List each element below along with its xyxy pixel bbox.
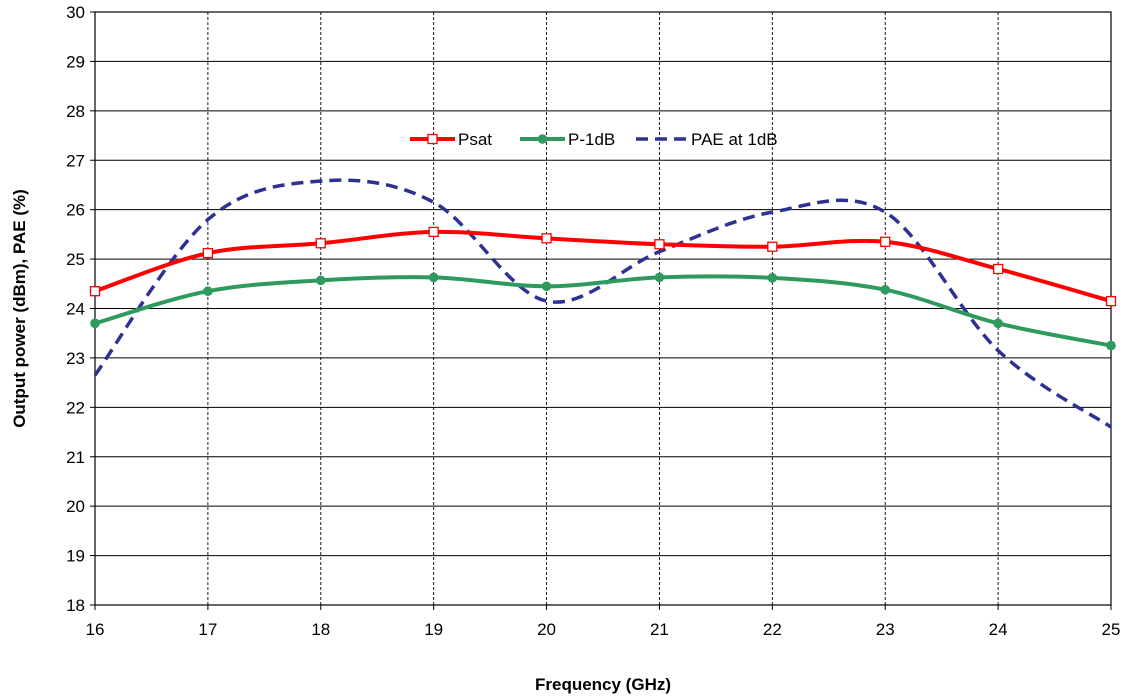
data-point-p1db	[541, 281, 552, 292]
x-tick-label: 22	[763, 620, 782, 639]
data-point-psat	[428, 226, 439, 238]
x-tick-label: 18	[311, 620, 330, 639]
x-tick-label: 23	[876, 620, 895, 639]
data-point-psat	[202, 248, 214, 259]
y-tick-label: 28	[66, 102, 85, 121]
x-tick-label: 17	[198, 620, 217, 639]
y-tick-label: 29	[66, 52, 85, 71]
data-point-psat	[767, 241, 778, 252]
x-tick-label: 21	[650, 620, 669, 639]
x-tick-label: 20	[537, 620, 556, 639]
data-point-p1db	[315, 275, 326, 286]
data-point-psat	[541, 233, 552, 244]
x-tick-label: 19	[424, 620, 443, 639]
x-tick-label: 24	[989, 620, 1008, 639]
y-tick-label: 25	[66, 250, 85, 269]
legend: Psat P-1dB PAE at 1dB	[410, 130, 778, 149]
y-tick-label: 23	[66, 349, 85, 368]
legend-label: P-1dB	[568, 130, 615, 149]
data-point-psat	[880, 236, 891, 247]
legend-marker	[427, 133, 438, 145]
data-point-p1db	[767, 273, 778, 283]
x-tick-label: 16	[86, 620, 105, 639]
y-tick-label: 26	[66, 201, 85, 220]
y-tick-label: 19	[66, 547, 85, 566]
data-point-p1db	[428, 272, 439, 283]
y-tick-label: 27	[66, 151, 85, 170]
series-group	[89, 178, 1117, 429]
data-point-p1db	[993, 318, 1003, 329]
y-axis-title: Output power (dBm), PAE (%)	[10, 189, 29, 428]
y-tick-label: 24	[66, 300, 85, 319]
y-tick-label: 22	[66, 398, 85, 417]
data-point-p1db	[203, 286, 213, 297]
y-axis-ticks: 18 19 20 21 22 23 24 25 26 27 28 29 30	[66, 3, 95, 615]
data-point-p1db	[90, 318, 100, 329]
series-line-pae-at-1db	[93, 178, 1112, 429]
x-tick-label: 25	[1102, 620, 1121, 639]
x-axis-ticks: 16 17 18 19 20 21 22 23 24 25	[86, 605, 1121, 639]
data-point-psat	[1105, 295, 1117, 307]
x-axis-title: Frequency (GHz)	[535, 675, 671, 694]
y-tick-label: 21	[66, 448, 85, 467]
series-line-p-1db	[94, 274, 1112, 348]
y-tick-label: 18	[66, 596, 85, 615]
data-point-p1db	[1106, 340, 1116, 351]
data-point-p1db	[654, 272, 665, 283]
legend-label: PAE at 1dB	[691, 130, 778, 149]
y-tick-label: 30	[66, 3, 85, 22]
data-point-psat	[89, 286, 101, 297]
legend-marker	[537, 134, 548, 144]
y-tick-label: 20	[66, 497, 85, 516]
series-line-psat	[94, 229, 1112, 304]
data-point-p1db	[880, 284, 891, 295]
data-point-psat	[654, 239, 665, 250]
legend-label: Psat	[458, 130, 492, 149]
grid	[95, 12, 1111, 605]
data-point-psat	[315, 238, 326, 249]
data-point-psat	[992, 263, 1004, 275]
